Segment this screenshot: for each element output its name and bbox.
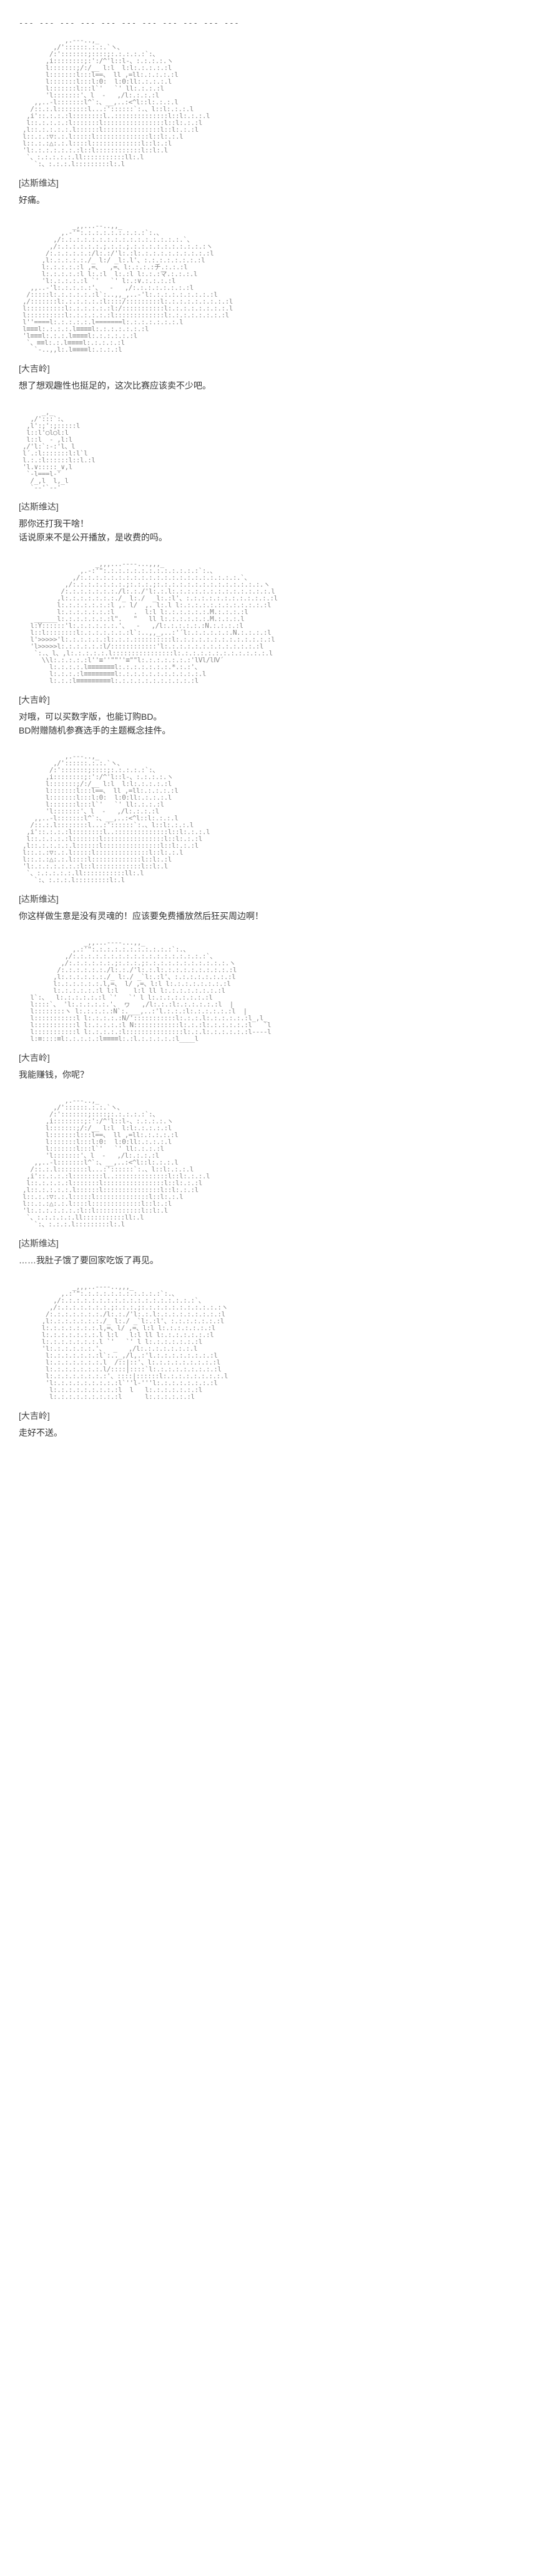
dialogue-text: 对哦，可以买数字版，也能订购BD。BD附赠随机参赛选手的主题概念挂件。 (19, 710, 516, 738)
ascii-art-block: ,.---..,_ ,/'::::::.:.:.`ヽ、 /:':::::::;:… (19, 753, 516, 883)
ascii-art-block: _,,...--..,,_ ,.-'":.:.:.:.:.:.:.:.:`:.、… (19, 222, 516, 353)
dialogue-text: 我能赚钱，你呢？ (19, 1068, 516, 1082)
section-divider: --- --- --- --- --- --- --- --- --- --- … (19, 19, 516, 27)
dialogue-text: 想了想观趣性也挺足的，这次比赛应该卖不少吧。 (19, 379, 516, 392)
speaker-label: [达斯维达] (19, 1237, 516, 1250)
ascii-art-block: ,.---..,_ ,/'::::::.:.:.`ヽ、 /:':::::::;:… (19, 37, 516, 167)
ascii-art-block: _,_ ,/':::`:、 ,l':;':;:::::l l::l'○l○l:l… (19, 409, 516, 491)
speaker-label: [大吉岭] (19, 694, 516, 706)
ascii-art-block: _,,,...----...,,,_ ,.-:'":.:.:.:.:.:.:.:… (19, 560, 516, 684)
ascii-art-block: ,.---..,_ ,/'::::::.:.:.`ヽ、 /:':::::::;:… (19, 1097, 516, 1228)
dialogue-text: ……我肚子饿了要回家吃饭了再见。 (19, 1253, 516, 1267)
speaker-label: [达斯维达] (19, 500, 516, 513)
dialogue-text: 好痛。 (19, 193, 516, 207)
speaker-label: [大吉岭] (19, 1052, 516, 1064)
dialogue-text: 你这样做生意是没有灵魂的！应该要免费播放然后狂买周边啊！ (19, 909, 516, 923)
speaker-label: [大吉岭] (19, 1410, 516, 1422)
speaker-label: [达斯维达] (19, 893, 516, 905)
ascii-art-block: _,,...----...,,_ ,.:'":.:.:.:.:.:.:.:.:.… (19, 939, 516, 1042)
ascii-art-block: _,,,..----..,,,_ ,.:'":.:.:.:.:.:.:.:.:.… (19, 1283, 516, 1400)
dialogue-text: 那你还打我干啥！话说原来不是公开播放，是收费的吗。 (19, 517, 516, 545)
speaker-label: [大吉岭] (19, 362, 516, 375)
content-container: --- --- --- --- --- --- --- --- --- --- … (0, 0, 535, 1468)
speaker-label: [达斯维达] (19, 177, 516, 189)
dialogue-text: 走好不送。 (19, 1426, 516, 1440)
